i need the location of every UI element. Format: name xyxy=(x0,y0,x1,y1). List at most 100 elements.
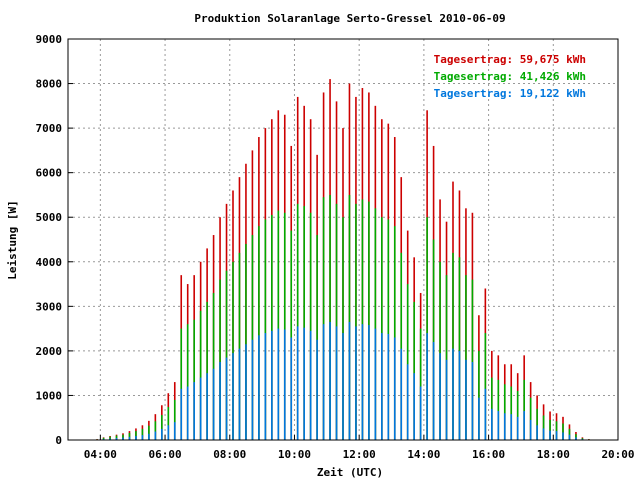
bar xyxy=(309,330,312,440)
bar xyxy=(225,270,228,440)
y-tick-label: 0 xyxy=(55,434,62,447)
y-tick-label: 8000 xyxy=(36,78,63,91)
bar xyxy=(478,350,480,440)
x-tick-label: 04:00 xyxy=(84,448,117,461)
bar xyxy=(348,321,351,440)
bar xyxy=(290,230,293,440)
bar xyxy=(122,437,124,440)
bar xyxy=(536,408,538,440)
bar xyxy=(161,428,163,440)
bar xyxy=(355,326,357,440)
plot-frame xyxy=(67,38,619,441)
bar xyxy=(277,210,280,440)
legend-entry: Tagesertrag: 41,426 kWh xyxy=(434,70,586,83)
bar xyxy=(296,326,299,440)
bar xyxy=(296,203,299,440)
bar xyxy=(465,275,467,440)
bar xyxy=(497,411,500,440)
bar xyxy=(316,339,318,440)
bar xyxy=(484,388,487,440)
bar xyxy=(400,252,403,440)
bar xyxy=(128,432,131,440)
bar xyxy=(529,419,532,440)
bar xyxy=(258,226,260,440)
bar xyxy=(458,257,461,440)
bar xyxy=(393,226,396,440)
bar xyxy=(264,219,267,440)
y-tick-label: 5000 xyxy=(36,211,63,224)
bar xyxy=(225,357,228,440)
bar xyxy=(523,379,525,440)
x-tick-label: 10:00 xyxy=(278,448,311,461)
bar xyxy=(245,344,247,440)
x-tick-label: 18:00 xyxy=(537,448,570,461)
bar xyxy=(348,194,351,440)
bar xyxy=(206,301,208,440)
bar xyxy=(329,321,331,440)
bar xyxy=(238,252,241,440)
bar xyxy=(549,419,551,440)
bar xyxy=(148,425,150,440)
bar xyxy=(167,425,170,440)
x-tick-label: 16:00 xyxy=(472,448,505,461)
bar xyxy=(186,324,189,440)
bar xyxy=(335,326,338,440)
bar xyxy=(277,328,280,440)
bar xyxy=(199,310,202,440)
y-tick-label: 9000 xyxy=(36,33,63,46)
bar xyxy=(238,348,241,440)
bar xyxy=(575,434,577,440)
bar xyxy=(154,421,157,440)
bar xyxy=(135,435,137,440)
legend-entry: Tagesertrag: 19,122 kWh xyxy=(434,87,586,100)
bar xyxy=(173,422,176,440)
bar xyxy=(445,359,448,440)
bar xyxy=(439,353,441,440)
bar xyxy=(212,292,215,440)
bar xyxy=(167,407,170,440)
y-axis-label: Leistung [W] xyxy=(6,200,19,279)
legend-entry: Tagesertrag: 59,675 kWh xyxy=(434,53,586,66)
bar xyxy=(329,194,331,440)
bar xyxy=(361,324,364,440)
bar xyxy=(322,197,325,440)
bar xyxy=(568,434,571,440)
bar xyxy=(232,261,234,440)
bar xyxy=(154,431,157,440)
bar xyxy=(542,415,545,440)
bar xyxy=(115,437,118,440)
bar xyxy=(439,261,441,440)
bar xyxy=(400,348,403,440)
bar xyxy=(549,430,551,440)
bar xyxy=(419,328,422,440)
bar xyxy=(355,203,357,440)
bar xyxy=(458,350,461,440)
bar xyxy=(309,212,312,440)
x-axis-label: Zeit (UTC) xyxy=(317,466,383,479)
x-tick-label: 12:00 xyxy=(343,448,376,461)
bar xyxy=(342,333,344,440)
bar xyxy=(245,243,247,440)
y-tick-label: 6000 xyxy=(36,167,63,180)
legend: Tagesertrag: 59,675 kWh Tagesertrag: 41,4… xyxy=(434,53,586,100)
x-tick-label: 08:00 xyxy=(213,448,246,461)
y-tick-label: 3000 xyxy=(36,300,63,313)
bar xyxy=(186,386,189,440)
bar xyxy=(109,438,111,440)
bar xyxy=(575,437,577,440)
y-tick-label: 7000 xyxy=(36,122,63,135)
bar xyxy=(115,435,118,440)
bar xyxy=(568,428,571,440)
bar xyxy=(432,341,435,440)
bar xyxy=(381,217,383,440)
bar xyxy=(316,235,318,440)
bar xyxy=(271,330,273,440)
bar xyxy=(322,324,325,440)
bar xyxy=(523,411,525,440)
bar xyxy=(271,214,273,440)
bar xyxy=(141,435,144,440)
series-2 xyxy=(96,194,590,440)
bar xyxy=(206,373,208,440)
bar xyxy=(180,328,183,440)
